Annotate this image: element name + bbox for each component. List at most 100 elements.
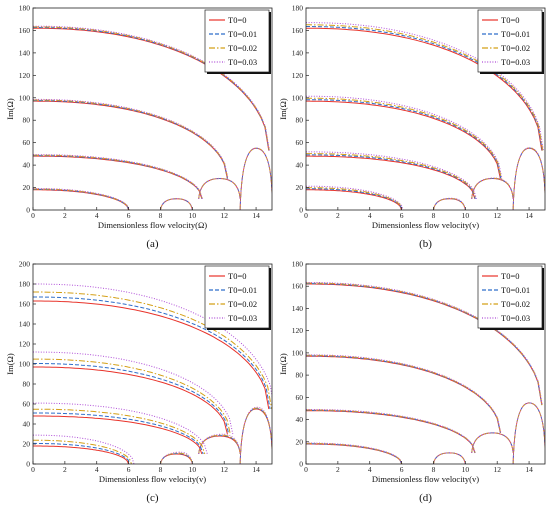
series-2-branch-4 — [306, 188, 403, 210]
legend-entry-4: T0=0.03 — [501, 57, 530, 67]
y-tick-label: 40 — [296, 415, 304, 424]
series-4-branch-4 — [33, 188, 130, 210]
series-4-loop-2 — [471, 177, 514, 199]
series-1-branch-2 — [33, 100, 228, 179]
y-tick-label: 60 — [296, 393, 304, 402]
series-1-branch-3 — [306, 155, 476, 199]
series-4-loop-3 — [512, 402, 545, 464]
x-axis-label: Dimensionless flow velocity(Ω) — [98, 220, 207, 230]
y-tick-label: 0 — [26, 460, 30, 469]
series-2-branch-2 — [33, 100, 229, 179]
legend-entry-1: T0=0 — [501, 271, 520, 281]
y-tick-label: 0 — [299, 206, 303, 215]
y-tick-label: 160 — [292, 282, 304, 291]
series-3-loop-3 — [512, 147, 545, 210]
series-1-branch-3 — [33, 415, 203, 455]
y-tick-label: 60 — [23, 400, 31, 409]
series-2-loop-2 — [198, 178, 241, 199]
series-3-loop-2 — [198, 434, 241, 455]
x-tick-label: 4 — [95, 211, 99, 220]
series-2-branch-3 — [306, 409, 476, 454]
series-3-branch-2 — [33, 358, 231, 435]
chart-panel-3: 0 2 4 6 8 10 12 14020406080100120140160180200Di… — [5, 260, 273, 504]
y-tick-label: 80 — [23, 116, 31, 125]
x-axis-label: Dimensionless flow velocity(v) — [372, 220, 479, 230]
series-4-loop-1 — [433, 197, 466, 210]
series-4-loop-1 — [160, 451, 193, 464]
series-3-branch-2 — [306, 354, 502, 434]
y-tick-label: 100 — [292, 93, 304, 102]
y-tick-label: 140 — [292, 304, 304, 313]
series-4-branch-2 — [33, 98, 229, 179]
series-3-loop-3 — [512, 402, 545, 464]
series-4-branch-1 — [306, 281, 543, 406]
x-tick-label: 2 — [63, 465, 67, 474]
series-3-loop-1 — [433, 197, 466, 210]
y-tick-label: 20 — [296, 183, 304, 192]
y-tick-label: 60 — [296, 138, 304, 147]
series-2-loop-3 — [512, 402, 545, 464]
series-4-loop-3 — [239, 406, 272, 464]
series-4-loop-3 — [239, 147, 272, 210]
legend: T0=0 T0=0.01 T0=0.02 T0=0.03 — [477, 9, 543, 73]
series-3-loop-1 — [160, 452, 193, 464]
panel-label: (c) — [146, 492, 159, 504]
series-2-branch-2 — [306, 355, 501, 434]
x-tick-label: 6 — [127, 211, 131, 220]
series-2-loop-1 — [160, 198, 193, 210]
x-tick-label: 8 — [159, 211, 163, 220]
plot-area — [306, 281, 545, 464]
series-1-loop-1 — [433, 198, 466, 210]
y-tick-label: 100 — [19, 360, 31, 369]
x-tick-label: 12 — [220, 211, 228, 220]
x-tick-label: 14 — [252, 211, 260, 220]
x-tick-label: 2 — [336, 465, 340, 474]
y-tick-label: 180 — [19, 4, 31, 13]
series-1-branch-2 — [306, 355, 501, 434]
plot-area — [33, 25, 272, 210]
y-tick-label: 160 — [292, 26, 304, 35]
series-1-loop-2 — [471, 432, 514, 453]
y-tick-label: 200 — [19, 260, 31, 269]
series-4-branch-1 — [306, 22, 544, 151]
y-tick-label: 40 — [23, 420, 31, 429]
x-tick-label: 10 — [462, 465, 470, 474]
chart-panel-1: 0 2 4 6 8 10 12 14020406080100120140160180Dimen… — [5, 4, 273, 250]
y-tick-label: 20 — [296, 437, 304, 446]
y-tick-label: 80 — [296, 371, 304, 380]
x-tick-label: 0 — [304, 465, 308, 474]
y-tick-label: 80 — [23, 380, 31, 389]
y-tick-label: 120 — [19, 340, 31, 349]
series-1-branch-1 — [306, 27, 543, 151]
y-tick-label: 180 — [19, 280, 31, 289]
y-tick-label: 100 — [292, 348, 304, 357]
series-1-branch-4 — [33, 189, 130, 210]
series-1-branch-3 — [33, 155, 203, 199]
y-tick-label: 120 — [292, 71, 304, 80]
chart-panel-2: 0 2 4 6 8 10 12 14020406080100120140160180Dimen… — [278, 4, 546, 250]
x-tick-label: 14 — [525, 465, 533, 474]
x-tick-label: 12 — [220, 465, 228, 474]
series-1-loop-3 — [239, 147, 272, 210]
y-tick-label: 140 — [292, 48, 304, 57]
series-4-branch-3 — [306, 409, 476, 454]
x-tick-label: 0 — [31, 211, 35, 220]
series-2-loop-2 — [471, 177, 514, 199]
y-tick-label: 40 — [23, 161, 31, 170]
y-tick-label: 140 — [19, 320, 31, 329]
x-tick-label: 10 — [462, 211, 470, 220]
series-3-loop-2 — [198, 177, 241, 199]
series-1-loop-3 — [512, 147, 545, 210]
series-2-branch-1 — [33, 296, 271, 410]
series-2-loop-2 — [471, 432, 514, 453]
series-3-loop-2 — [471, 177, 514, 199]
series-1-branch-4 — [33, 445, 130, 464]
series-3-branch-1 — [33, 26, 270, 151]
y-tick-label: 120 — [19, 71, 31, 80]
x-tick-label: 4 — [368, 465, 372, 474]
x-tick-label: 0 — [31, 465, 35, 474]
y-tick-label: 20 — [23, 183, 31, 192]
legend-entry-3: T0=0.02 — [228, 43, 257, 53]
x-tick-label: 6 — [400, 465, 404, 474]
legend-box — [204, 9, 270, 73]
